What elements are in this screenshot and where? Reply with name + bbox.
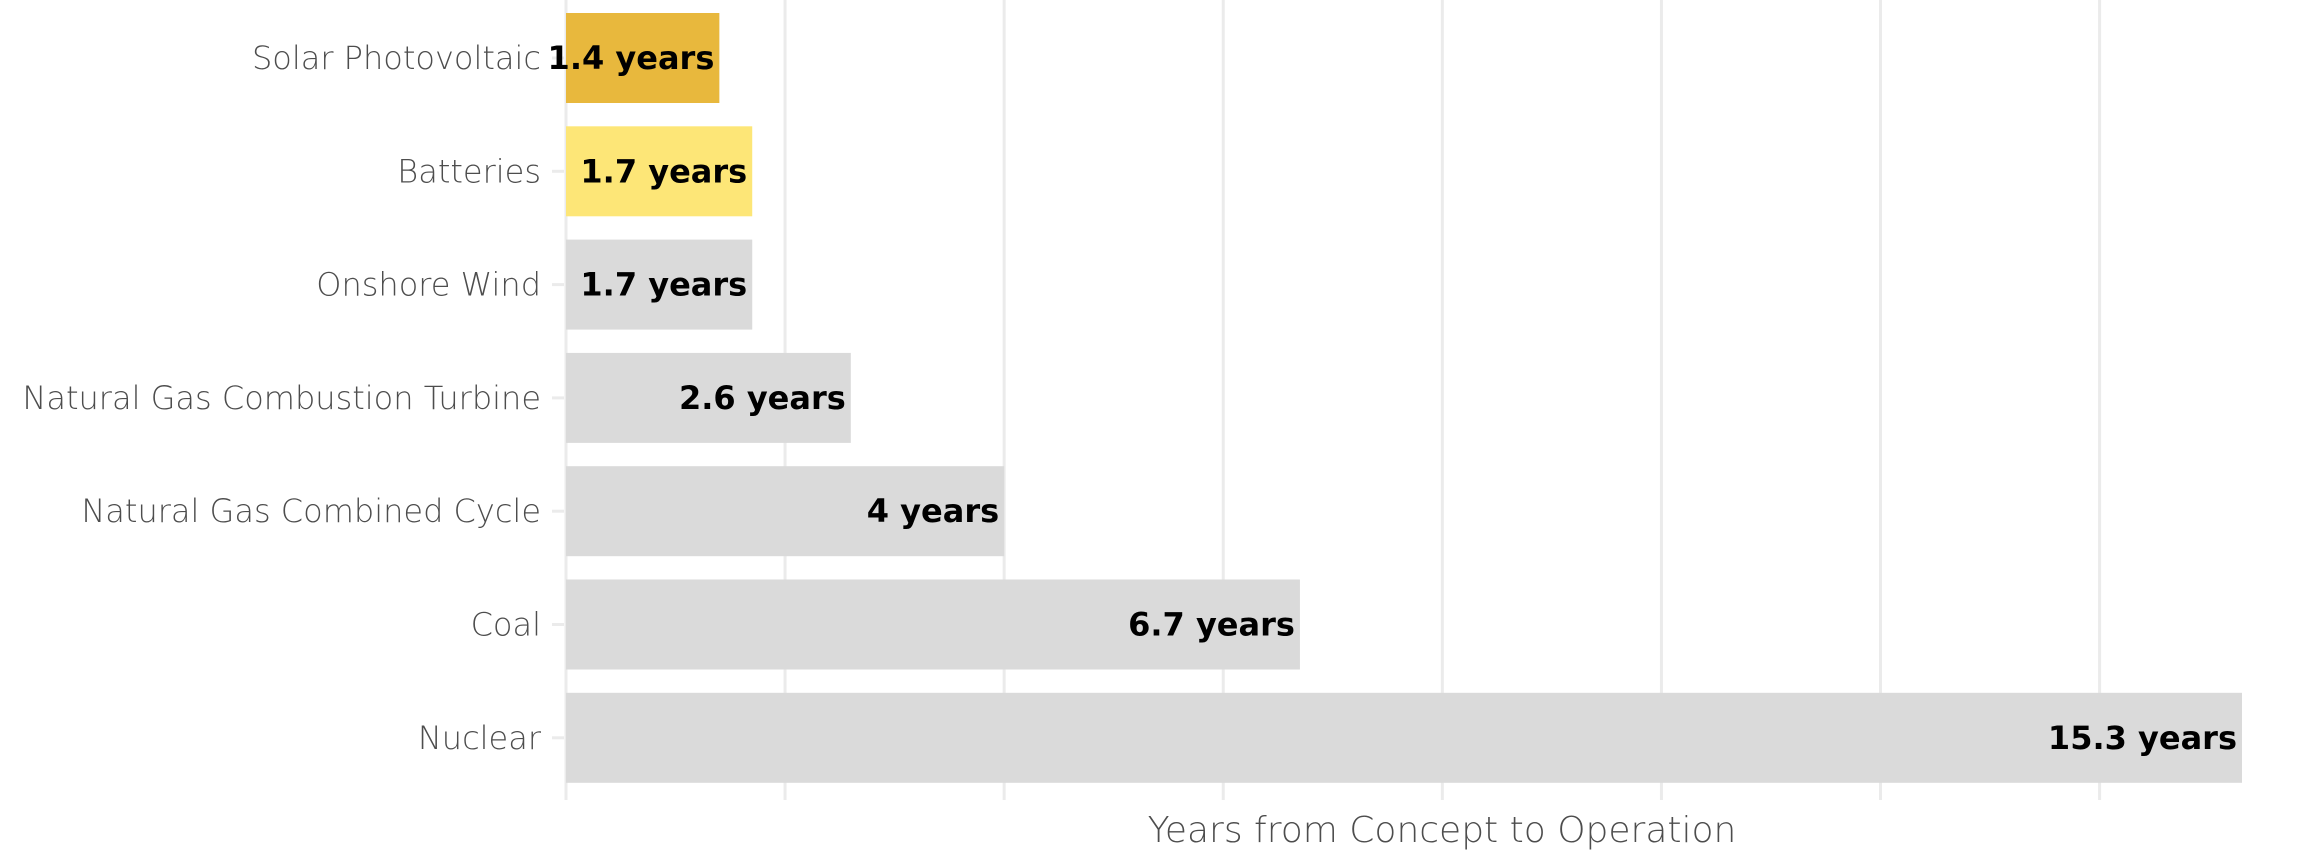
category-label: Coal: [471, 606, 541, 644]
gridlines: [552, 0, 2102, 800]
bar-value-label: 4 years: [867, 492, 999, 530]
category-label: Nuclear: [418, 719, 542, 757]
bar-value-label: 15.3 years: [2048, 719, 2237, 757]
bar-value-label: 6.7 years: [1128, 606, 1295, 644]
category-label: Natural Gas Combined Cycle: [81, 492, 541, 530]
bar-onshore-wind: [566, 239, 753, 330]
category-label: Solar Photovoltaic: [252, 39, 541, 77]
category-label: Natural Gas Combustion Turbine: [22, 379, 541, 417]
category-label: Batteries: [397, 152, 541, 190]
x-axis-title: Years from Concept to Operation: [1148, 810, 1737, 851]
bar-coal: [566, 579, 1300, 670]
bar-nuclear: [566, 692, 2242, 783]
bars: [566, 13, 2242, 783]
data-labels: 1.4 years 1.7 years 1.7 years 2.6 years 4 ye…: [548, 39, 2237, 757]
bar-natural-gas-combustion-turbine: [566, 352, 851, 443]
category-labels: Solar Photovoltaic Batteries Onshore Wind N…: [22, 39, 541, 757]
bar-value-label: 1.4 years: [548, 39, 715, 77]
category-label: Onshore Wind: [316, 266, 541, 304]
bar-value-label: 1.7 years: [580, 152, 747, 190]
bar-natural-gas-combined-cycle: [566, 466, 1005, 557]
bar-batteries: [566, 126, 753, 217]
bar-solar-photovoltaic: [566, 13, 720, 103]
bar-value-label: 2.6 years: [679, 379, 846, 417]
bar-value-label: 1.7 years: [580, 266, 747, 304]
